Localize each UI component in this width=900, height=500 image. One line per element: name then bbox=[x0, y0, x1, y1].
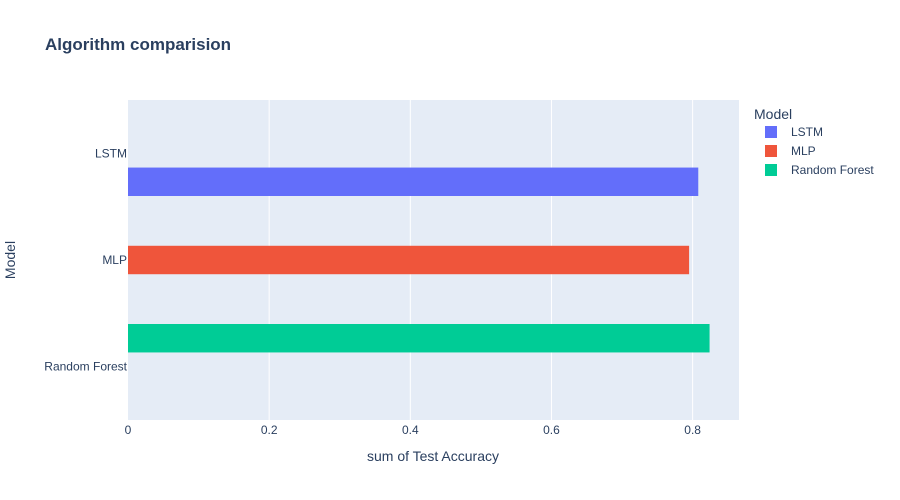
x-axis-title: sum of Test Accuracy bbox=[367, 448, 499, 464]
x-tick-label: 0.6 bbox=[543, 423, 560, 437]
y-tick-label-lstm: LSTM bbox=[95, 146, 127, 160]
legend-item-mlp[interactable]: MLP bbox=[765, 144, 816, 158]
bar-lstm[interactable] bbox=[128, 167, 699, 196]
bar-mlp[interactable] bbox=[128, 245, 690, 275]
y-axis-title: Model bbox=[2, 241, 18, 279]
legend-item-lstm[interactable]: LSTM bbox=[765, 125, 823, 139]
bar-layer bbox=[128, 167, 710, 353]
y-tick-label-mlp: MLP bbox=[102, 253, 127, 267]
x-tick-label: 0 bbox=[125, 423, 132, 437]
x-tick-label: 0.4 bbox=[402, 423, 419, 437]
legend[interactable]: Model LSTM MLP Random Forest bbox=[754, 106, 874, 177]
y-tick-label-random-forest: Random Forest bbox=[44, 360, 127, 374]
x-tick-label: 0.2 bbox=[261, 423, 278, 437]
legend-title: Model bbox=[754, 106, 792, 122]
legend-label: LSTM bbox=[791, 125, 823, 139]
legend-label: Random Forest bbox=[791, 163, 874, 177]
x-tick-label: 0.8 bbox=[684, 423, 701, 437]
legend-item-random-forest[interactable]: Random Forest bbox=[765, 163, 874, 177]
legend-swatch bbox=[765, 126, 777, 138]
legend-items: LSTM MLP Random Forest bbox=[765, 125, 874, 177]
legend-swatch bbox=[765, 164, 777, 176]
legend-swatch bbox=[765, 145, 777, 157]
tick-layer: 0 0.2 0.4 0.6 0.8 LSTM MLP Random Forest bbox=[44, 146, 701, 437]
legend-label: MLP bbox=[791, 144, 816, 158]
chart-title: Algorithm comparision bbox=[45, 35, 231, 54]
bar-random-forest[interactable] bbox=[128, 324, 710, 353]
